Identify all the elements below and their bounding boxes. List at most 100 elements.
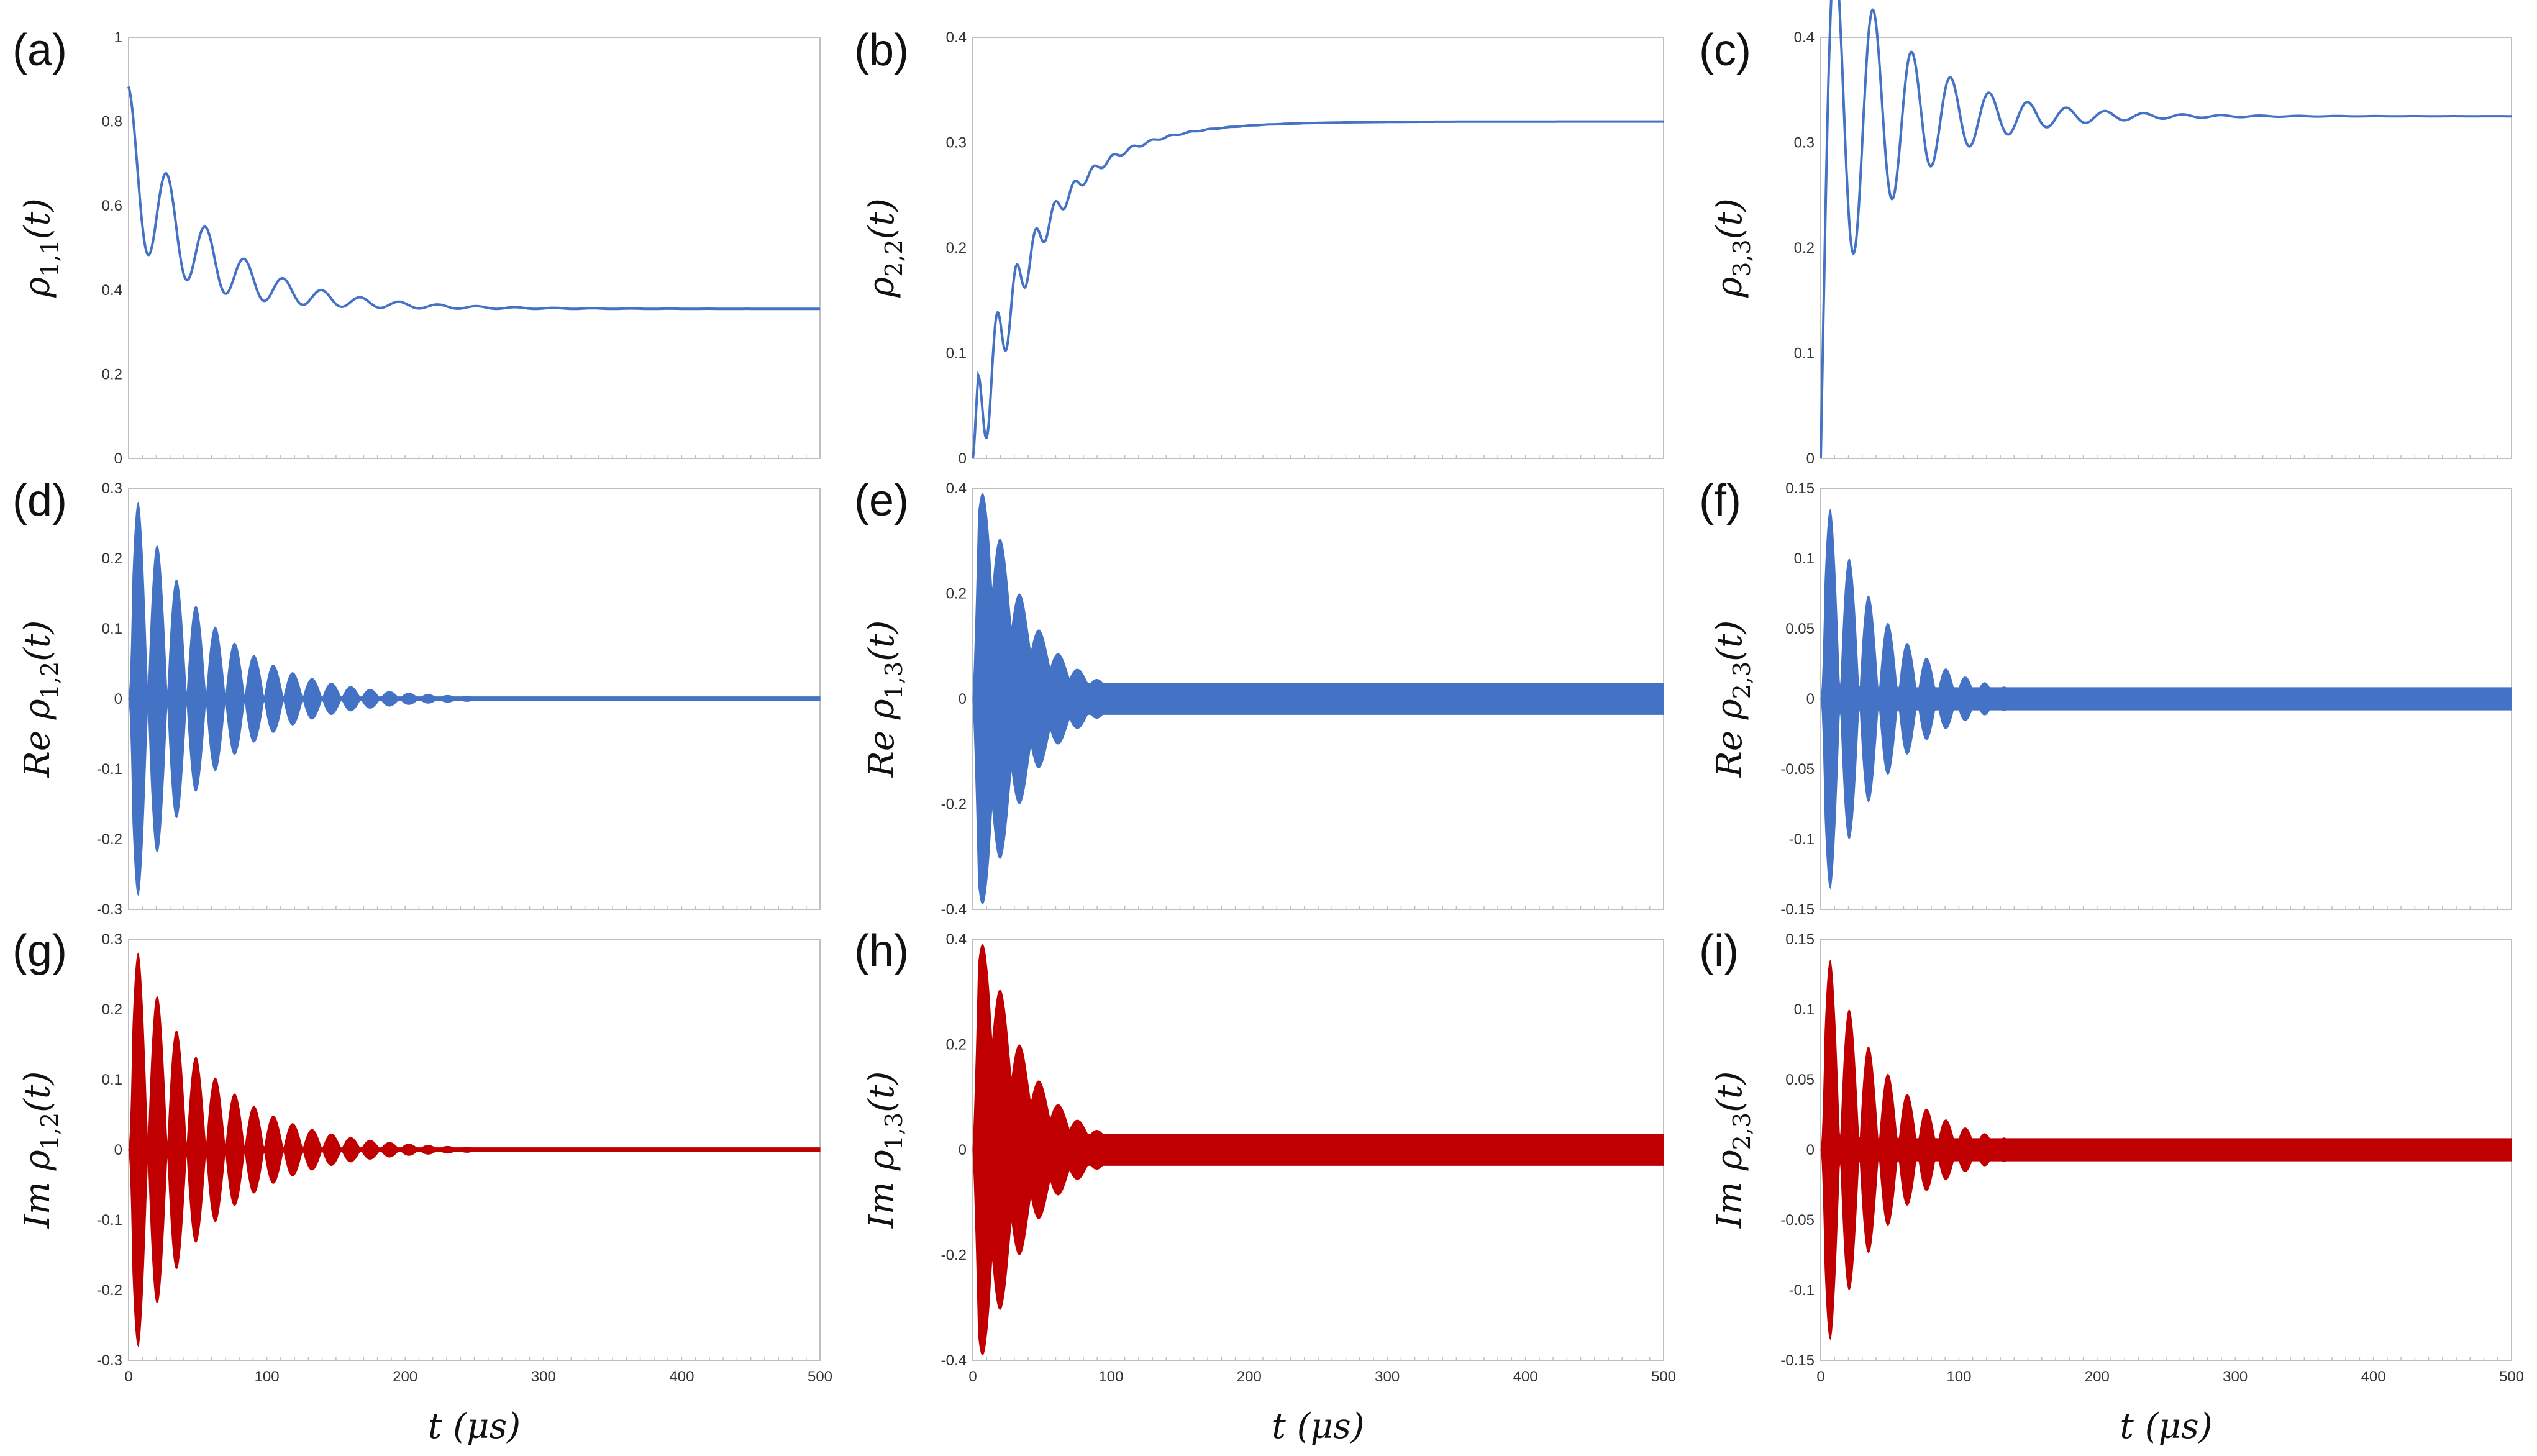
y-tick-label: 0.15 (1785, 480, 1815, 497)
panel-label-f: (f) (1699, 476, 1741, 526)
y-axis-label-prefix: Im (862, 1170, 902, 1229)
y-axis-label-argument: (t) (862, 198, 902, 239)
y-tick-label: 0.4 (1794, 29, 1815, 46)
x-tick-label: 300 (1375, 1368, 1400, 1385)
y-tick-label: 0.1 (1794, 1001, 1815, 1018)
panel-label-i: (i) (1699, 926, 1739, 976)
y-tick-label: 0.1 (102, 621, 122, 637)
panel-label-c: (c) (1699, 25, 1751, 75)
y-axis-label-subscript: 2,3 (1728, 1112, 1756, 1150)
y-axis-label-e: Re ρ1,3(t) (862, 621, 908, 778)
series-envelope-d (128, 501, 821, 896)
x-axis-label-var: t (1272, 1406, 1296, 1447)
y-axis-label-b: ρ2,2(t) (862, 198, 908, 298)
y-axis-label-subscript: 2,2 (880, 239, 908, 276)
y-tick-label: 0.6 (102, 198, 122, 214)
series-envelope-g (128, 952, 821, 1347)
y-axis-label-argument: (t) (17, 621, 58, 662)
x-tick-label: 400 (1513, 1368, 1538, 1385)
y-tick-label: 0 (1806, 450, 1815, 467)
x-axis-label-unit: (μs) (1297, 1406, 1365, 1447)
y-tick-label: 0.3 (946, 135, 967, 152)
y-tick-label: 0.2 (102, 550, 122, 567)
y-tick-label: 0.4 (102, 282, 122, 299)
y-axis-label-prefix: Im (1710, 1170, 1750, 1229)
y-axis-label-prefix: Re (862, 719, 902, 778)
panel-h: -0.4 -0.2 0 0.2 0.4 0 100 200 300 400 500 (h) Im ρ1,… (854, 926, 1676, 1447)
series-envelope-i (1820, 959, 2512, 1340)
x-tick-label: 500 (2499, 1368, 2524, 1385)
x-axis-label-g: t (μs) (428, 1406, 521, 1447)
x-axis-label-var: t (428, 1406, 453, 1447)
x-axis-label-unit: (μs) (453, 1406, 521, 1447)
y-tick-label: 0.15 (1785, 931, 1815, 948)
x-tick-label: 400 (669, 1368, 694, 1385)
y-axis-label-d: Re ρ1,2(t) (17, 621, 63, 778)
y-axis-label-symbol: ρ (17, 699, 58, 720)
panel-label-b: (b) (854, 25, 909, 75)
panel-a: 0 0.2 0.4 0.6 0.8 1 (a) ρ1,1(t) (12, 25, 821, 467)
y-tick-label: 0.3 (102, 931, 122, 948)
y-tick-label: -0.4 (941, 901, 967, 918)
y-tick-label: 0.05 (1785, 621, 1815, 637)
y-tick-label: 0 (114, 1142, 122, 1158)
y-tick-label: 0 (959, 691, 967, 708)
x-tick-label: 500 (808, 1368, 832, 1385)
x-axis-label-var: t (2120, 1406, 2144, 1447)
y-tick-label: -0.2 (941, 1247, 967, 1264)
y-axis-label-argument: (t) (17, 198, 58, 239)
y-axis-label-subscript: 1,2 (36, 1112, 63, 1150)
y-tick-label: -0.1 (1789, 831, 1815, 848)
y-tick-label: 0.2 (946, 1037, 967, 1053)
y-tick-label: 0.8 (102, 114, 122, 130)
x-tick-label: 0 (1816, 1368, 1824, 1385)
y-axis-label-argument: (t) (1710, 198, 1750, 239)
panel-b: 0 0.1 0.2 0.3 0.4 (b) ρ2,2(t) (854, 25, 1664, 467)
y-tick-label: -0.2 (97, 831, 122, 848)
y-tick-label: 0.3 (102, 480, 122, 497)
y-axis-label-argument: (t) (1710, 621, 1750, 662)
panel-label-a: (a) (12, 25, 67, 75)
y-axis-label-c: ρ3,3(t) (1710, 198, 1756, 298)
x-axis-label-h: t (μs) (1272, 1406, 1364, 1447)
y-tick-label: 0.4 (946, 29, 967, 46)
x-tick-label: 200 (1237, 1368, 1262, 1385)
series-envelope-e (972, 493, 1664, 905)
y-tick-label: 0.1 (946, 345, 967, 362)
y-tick-label: 0.1 (1794, 550, 1815, 567)
y-tick-label: 0 (959, 450, 967, 467)
y-tick-label: 0.1 (102, 1072, 122, 1088)
y-tick-label: 0 (1806, 691, 1815, 708)
x-tick-label: 500 (1651, 1368, 1676, 1385)
y-axis-label-argument: (t) (862, 1072, 902, 1112)
y-axis-label-subscript: 1,3 (880, 662, 908, 699)
y-tick-label: -0.2 (941, 796, 967, 813)
panel-label-g: (g) (12, 926, 67, 976)
x-tick-label: 0 (968, 1368, 977, 1385)
y-tick-label: 0.3 (1794, 135, 1815, 152)
panel-e: -0.4 -0.2 0 0.2 0.4 (e) Re ρ1,3(t) (854, 476, 1664, 918)
y-axis-label-symbol: ρ (862, 699, 902, 720)
y-tick-label: 0 (1806, 1142, 1815, 1158)
x-tick-label: 100 (255, 1368, 280, 1385)
y-axis-label-symbol: ρ (862, 277, 902, 298)
y-axis-label-argument: (t) (862, 621, 902, 662)
x-axis-label-unit: (μs) (2145, 1406, 2213, 1447)
y-tick-label: 0.05 (1785, 1072, 1815, 1088)
y-axis-label-symbol: ρ (1710, 699, 1750, 720)
panel-label-e: (e) (854, 476, 909, 526)
x-tick-label: 100 (1098, 1368, 1123, 1385)
series-line-c (1820, 0, 2512, 459)
y-axis-label-f: Re ρ2,3(t) (1710, 621, 1756, 778)
y-axis-label-symbol: ρ (862, 1150, 902, 1171)
y-tick-label: 0 (114, 450, 122, 467)
y-axis-label-symbol: ρ (17, 277, 58, 298)
panel-i: -0.15 -0.1 -0.05 0 0.05 0.1 0.15 0 100 200 300 400 5… (1699, 926, 2524, 1447)
series-envelope-f (1820, 508, 2512, 890)
y-tick-label: 0 (959, 1142, 967, 1158)
y-tick-label: -0.2 (97, 1282, 122, 1299)
panel-f: -0.15 -0.1 -0.05 0 0.05 0.1 0.15 (f) Re ρ2,3(t) (1699, 476, 2512, 918)
y-tick-label: 0.2 (102, 1001, 122, 1018)
y-axis-label-prefix: Re (17, 719, 58, 778)
